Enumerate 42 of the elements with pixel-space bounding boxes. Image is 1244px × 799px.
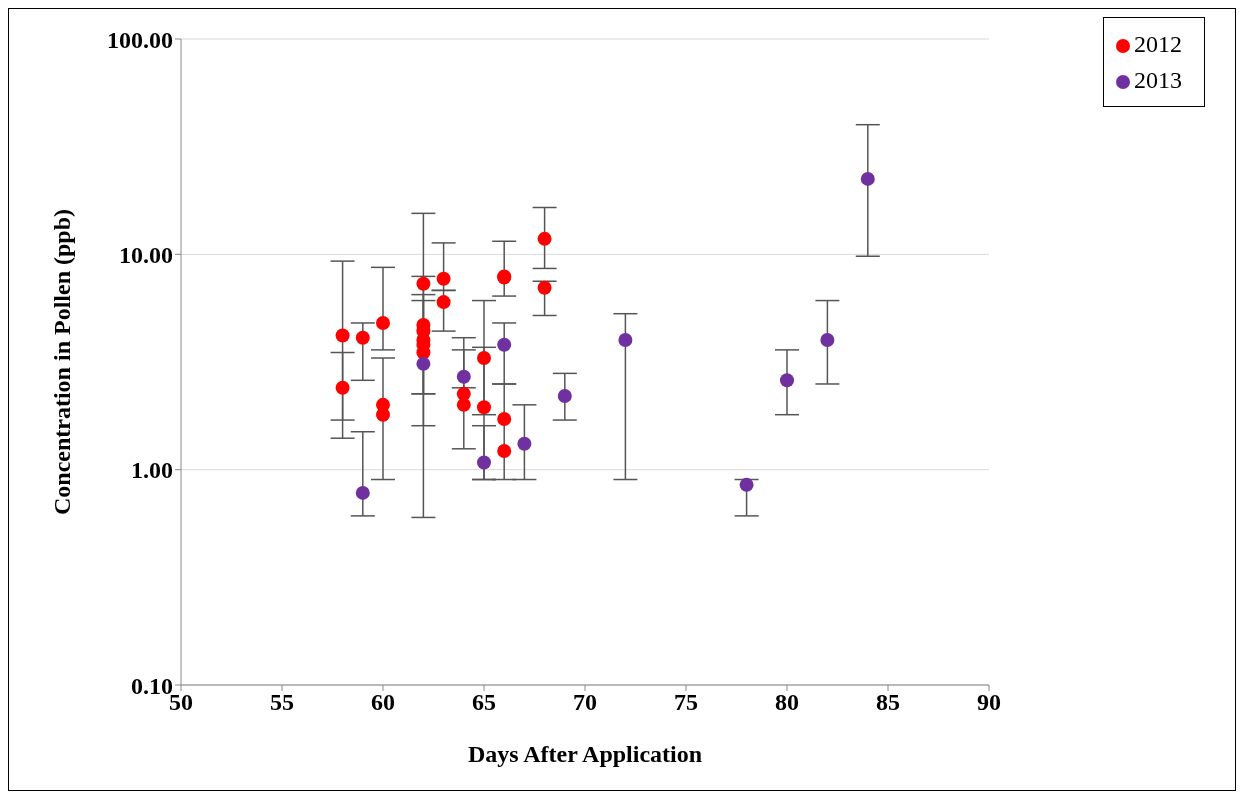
point [497, 337, 512, 352]
x-tick-label: 55 [270, 689, 294, 716]
point [436, 271, 451, 286]
point [860, 171, 875, 186]
x-tick-label: 60 [371, 689, 395, 716]
point [456, 397, 471, 412]
point [497, 444, 512, 459]
y-tick-label: 10.00 [119, 241, 173, 268]
point [376, 315, 390, 330]
point [557, 388, 572, 403]
point [416, 276, 431, 291]
x-tick-label: 80 [775, 689, 799, 716]
point [517, 436, 532, 451]
point [416, 356, 431, 371]
point [618, 333, 633, 348]
point [780, 373, 794, 388]
point [355, 330, 370, 345]
x-tick-label: 65 [472, 689, 496, 716]
x-tick-label: 85 [876, 689, 900, 716]
legend-label: 2012 [1134, 31, 1182, 57]
y-tick-label: 1.00 [131, 457, 173, 484]
x-tick-label: 90 [977, 689, 1001, 716]
x-axis-title: Days After Application [467, 741, 703, 767]
point [355, 485, 370, 500]
x-tick-label: 75 [674, 689, 698, 716]
point [335, 380, 350, 395]
point [456, 369, 471, 384]
point [436, 295, 451, 310]
point [537, 280, 552, 295]
point [537, 231, 552, 246]
y-axis-title: Concentration in Pollen (ppb) [48, 208, 75, 516]
y-tick-label: 100.00 [107, 26, 173, 53]
point [477, 400, 491, 415]
point [335, 328, 350, 343]
point [739, 477, 754, 492]
legend-label: 2013 [1134, 67, 1182, 93]
x-tick-label: 70 [573, 689, 597, 716]
point [376, 407, 390, 422]
point [820, 333, 835, 348]
point [497, 411, 512, 426]
point [477, 351, 491, 366]
point [477, 455, 491, 470]
